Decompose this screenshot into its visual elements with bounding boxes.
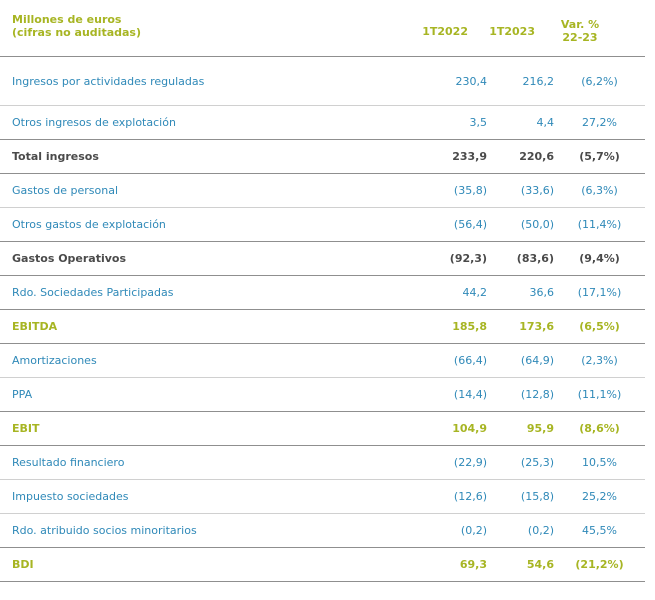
row-label: EBITDA: [0, 309, 407, 344]
table-row: Otros ingresos de explotación 3,5 4,4 27…: [0, 105, 645, 140]
row-value-1t2022: 185,8: [407, 309, 487, 344]
row-value-var: 45,5%: [554, 513, 645, 548]
row-value-1t2023: 54,6: [487, 547, 554, 582]
row-value-var: 10,5%: [554, 445, 645, 480]
row-value-1t2023: (33,6): [487, 173, 554, 208]
row-value-var: 25,2%: [554, 479, 645, 514]
header-col-1t2022: 1T2022: [422, 25, 468, 38]
row-value-1t2023: (12,8): [487, 377, 554, 412]
row-value-var: (6,5%): [554, 309, 645, 344]
row-value-1t2022: 233,9: [407, 139, 487, 174]
header-label: Millones de euros (cifras no auditadas): [12, 13, 141, 39]
row-value-1t2023: (0,2): [487, 513, 554, 548]
table-row: Impuesto sociedades (12,6) (15,8) 25,2%: [0, 479, 645, 514]
table-row-ebit: EBIT 104,9 95,9 (8,6%): [0, 411, 645, 446]
header-col-var-line2: 22-23: [562, 31, 598, 44]
row-value-1t2022: (14,4): [407, 377, 487, 412]
header-col-var-line1: Var. %: [560, 18, 600, 31]
row-value-1t2023: (50,0): [487, 207, 554, 242]
row-label: Amortizaciones: [0, 343, 407, 378]
row-value-1t2022: 3,5: [407, 105, 487, 140]
row-label: Otros gastos de explotación: [0, 207, 407, 242]
row-value-1t2023: (83,6): [487, 241, 554, 276]
row-value-1t2022: 44,2: [407, 275, 487, 310]
header-label-line1: Millones de euros: [12, 13, 122, 26]
table-row: Otros gastos de explotación (56,4) (50,0…: [0, 207, 645, 242]
table-row-ebitda: EBITDA 185,8 173,6 (6,5%): [0, 309, 645, 344]
row-label: Ingresos por actividades reguladas: [0, 57, 407, 106]
row-value-var: (21,2%): [554, 547, 645, 582]
row-value-var: (6,3%): [554, 173, 645, 208]
row-value-1t2023: (64,9): [487, 343, 554, 378]
table-row: Ingresos por actividades reguladas 230,4…: [0, 57, 645, 106]
row-label: Otros ingresos de explotación: [0, 105, 407, 140]
row-label: PPA: [0, 377, 407, 412]
row-value-1t2023: (15,8): [487, 479, 554, 514]
table-row-total: Total ingresos 233,9 220,6 (5,7%): [0, 139, 645, 174]
row-value-var: 27,2%: [554, 105, 645, 140]
row-value-1t2022: 69,3: [407, 547, 487, 582]
row-value-var: (8,6%): [554, 411, 645, 446]
row-value-1t2023: 95,9: [487, 411, 554, 446]
header-label-line2: (cifras no auditadas): [12, 26, 141, 39]
table-row-bdi: BDI 69,3 54,6 (21,2%): [0, 547, 645, 582]
header-divider: [0, 56, 645, 57]
results-table: Ingresos por actividades reguladas 230,4…: [0, 57, 645, 582]
row-value-1t2022: (56,4): [407, 207, 487, 242]
row-value-1t2023: 4,4: [487, 105, 554, 140]
row-value-1t2023: 216,2: [487, 57, 554, 106]
row-label: Gastos de personal: [0, 173, 407, 208]
table-row: Rdo. Sociedades Participadas 44,2 36,6 (…: [0, 275, 645, 310]
row-label: Impuesto sociedades: [0, 479, 407, 514]
row-value-1t2022: (92,3): [407, 241, 487, 276]
table-row: Gastos de personal (35,8) (33,6) (6,3%): [0, 173, 645, 208]
row-value-1t2022: 230,4: [407, 57, 487, 106]
row-value-1t2022: (66,4): [407, 343, 487, 378]
row-label: Rdo. Sociedades Participadas: [0, 275, 407, 310]
row-label: Total ingresos: [0, 139, 407, 174]
table-row-total: Gastos Operativos (92,3) (83,6) (9,4%): [0, 241, 645, 276]
row-label: BDI: [0, 547, 407, 582]
row-value-var: (5,7%): [554, 139, 645, 174]
row-value-1t2023: 173,6: [487, 309, 554, 344]
row-value-1t2023: (25,3): [487, 445, 554, 480]
row-value-var: (6,2%): [554, 57, 645, 106]
row-value-1t2022: (0,2): [407, 513, 487, 548]
row-value-1t2022: (35,8): [407, 173, 487, 208]
header-col-1t2023: 1T2023: [489, 25, 535, 38]
row-value-var: (9,4%): [554, 241, 645, 276]
row-value-var: (17,1%): [554, 275, 645, 310]
row-label: Gastos Operativos: [0, 241, 407, 276]
row-value-1t2023: 220,6: [487, 139, 554, 174]
row-value-1t2023: 36,6: [487, 275, 554, 310]
row-label: Rdo. atribuido socios minoritarios: [0, 513, 407, 548]
row-value-var: (2,3%): [554, 343, 645, 378]
row-value-var: (11,1%): [554, 377, 645, 412]
row-value-1t2022: (22,9): [407, 445, 487, 480]
table-row: Amortizaciones (66,4) (64,9) (2,3%): [0, 343, 645, 378]
header-col-var: Var. % 22-23: [540, 18, 620, 44]
row-label: Resultado financiero: [0, 445, 407, 480]
table-row: Rdo. atribuido socios minoritarios (0,2)…: [0, 513, 645, 548]
row-value-1t2022: 104,9: [407, 411, 487, 446]
row-value-var: (11,4%): [554, 207, 645, 242]
row-value-1t2022: (12,6): [407, 479, 487, 514]
table-row: Resultado financiero (22,9) (25,3) 10,5%: [0, 445, 645, 480]
table-row: PPA (14,4) (12,8) (11,1%): [0, 377, 645, 412]
row-label: EBIT: [0, 411, 407, 446]
table-header: Millones de euros (cifras no auditadas) …: [0, 0, 655, 56]
